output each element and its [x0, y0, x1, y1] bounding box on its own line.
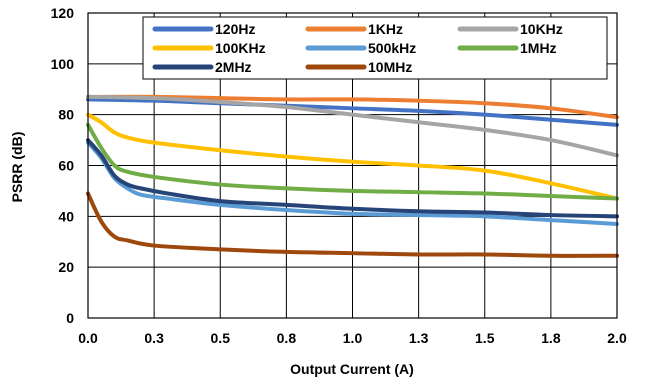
legend-label-10khz: 10KHz [520, 21, 563, 37]
x-tick-label: 1.3 [409, 330, 429, 346]
legend-label-120hz: 120Hz [215, 21, 255, 37]
plot-border [87, 12, 618, 319]
x-tick-label: 0.8 [277, 330, 297, 346]
y-tick-label: 80 [58, 107, 74, 123]
series-line-100khz [86, 112, 619, 201]
y-axis-title: PSRR (dB) [9, 132, 25, 203]
series-line-120hz [86, 97, 619, 127]
y-tick-label: 20 [58, 259, 74, 275]
y-tick-label: 100 [51, 56, 75, 72]
y-tick-label: 40 [58, 208, 74, 224]
x-tick-label: 0.3 [144, 330, 164, 346]
y-tick-label: 60 [58, 158, 74, 174]
x-tick-label: 1.0 [343, 330, 363, 346]
x-tick-label: 1.8 [541, 330, 561, 346]
series-line-2mhz [86, 138, 619, 219]
legend-label-2mhz: 2MHz [215, 59, 252, 75]
x-tick-label: 0.5 [211, 330, 231, 346]
x-tick-label: 2.0 [607, 330, 627, 346]
x-axis-title: Output Current (A) [290, 361, 414, 377]
x-tick-label: 0.0 [78, 330, 98, 346]
series-lines [86, 94, 619, 258]
legend-box [142, 16, 608, 80]
legend-label-1mhz: 1MHz [520, 40, 557, 56]
series-line-10mhz [86, 191, 619, 258]
legend: 120Hz 1KHz 10KHz 100KHz 500kHz 1MHz 2MHz 10MHz [142, 16, 608, 80]
x-tick-label: 1.5 [475, 330, 495, 346]
legend-label-100khz: 100KHz [215, 40, 266, 56]
x-tick-labels: 0.0 0.3 0.5 0.8 1.0 1.3 1.5 1.8 2.0 [78, 330, 627, 346]
y-tick-label: 120 [51, 5, 75, 21]
series-line-10khz [86, 94, 619, 158]
series-line-1mhz [86, 122, 619, 201]
y-tick-labels: 0 20 40 60 80 100 120 [51, 5, 75, 326]
legend-label-10mhz: 10MHz [368, 59, 412, 75]
legend-label-1khz: 1KHz [368, 21, 403, 37]
legend-label-500khz: 500kHz [368, 40, 416, 56]
y-tick-label: 0 [66, 310, 74, 326]
